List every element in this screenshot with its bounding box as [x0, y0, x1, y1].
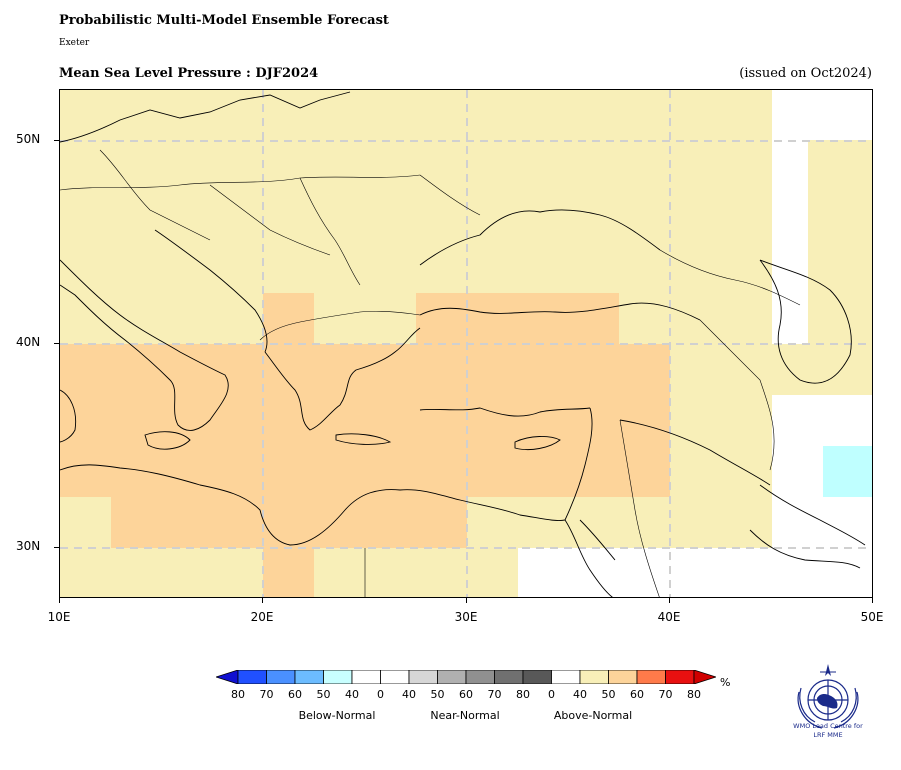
colorbar-tick-label: 60 [459, 688, 473, 701]
above-normal-cell-50 [111, 497, 467, 548]
above-normal-cell-40 [808, 140, 872, 394]
colorbar-segment [636, 670, 666, 684]
no-signal-cell [772, 90, 872, 140]
colorbar-tick-label: 50 [430, 688, 445, 701]
colorbar-right-arrow [693, 670, 716, 684]
forecast-map [59, 89, 873, 598]
no-signal-cell [518, 548, 772, 597]
issued-date: (issued on Oct2024) [739, 66, 872, 81]
x-tick-label: 40E [657, 610, 681, 624]
colorbar-segment [437, 670, 467, 684]
colorbar-segment [465, 670, 495, 684]
above-normal-cell-50 [263, 548, 314, 597]
colorbar-segment [408, 670, 438, 684]
colorbar-segment [608, 670, 638, 684]
x-tick-mark [466, 598, 467, 603]
colorbar-segment [522, 670, 552, 684]
colorbar-tick-label: 60 [288, 688, 302, 701]
wmo-logo-text: WMO Lead Centre for LRF MME [776, 722, 880, 740]
colorbar-unit: % [720, 676, 731, 689]
colorbar-tick-label: 80 [687, 688, 701, 701]
colorbar-group-near: Near-Normal [430, 709, 500, 722]
forecast-title: Probabilistic Multi-Model Ensemble Forec… [59, 13, 389, 28]
y-tick-label: 40N [16, 335, 41, 349]
above-normal-cell-50 [263, 293, 314, 344]
colorbar-segment [494, 670, 524, 684]
colorbar-segment [351, 670, 381, 684]
colorbar-tick-label: 60 [630, 688, 644, 701]
colorbar-tick-label: 0 [377, 688, 384, 701]
colorbar-segment [266, 670, 296, 684]
wmo-logo [797, 664, 859, 729]
wmo-logo-text-line2: LRF MME [813, 731, 843, 739]
x-tick-label: 10E [47, 610, 71, 624]
x-tick-label: 20E [250, 610, 274, 624]
wmo-logo-text-line1: WMO Lead Centre for [793, 722, 863, 730]
colorbar [216, 670, 716, 684]
map-canvas [60, 90, 872, 597]
colorbar-tick-label: 80 [516, 688, 530, 701]
colorbar-group-above: Above-Normal [553, 709, 633, 722]
x-tick-label: 50E [860, 610, 884, 624]
colorbar-tick-label: 50 [601, 688, 616, 701]
above-normal-cell-50 [416, 293, 619, 344]
colorbar-segment [237, 670, 267, 684]
x-tick-mark [59, 598, 60, 603]
forecast-center: Exeter [59, 38, 90, 48]
colorbar-tick-label: 0 [548, 688, 555, 701]
x-tick-mark [669, 598, 670, 603]
colorbar-segment [380, 670, 410, 684]
colorbar-tick-label: 70 [259, 688, 274, 701]
colorbar-tick-label: 70 [658, 688, 673, 701]
above-normal-cell-50 [60, 344, 670, 497]
colorbar-tick-label: 50 [316, 688, 331, 701]
y-tick-mark [54, 343, 59, 344]
y-tick-label: 30N [16, 539, 41, 553]
variable-title: Mean Sea Level Pressure : DJF2024 [59, 66, 319, 81]
colorbar-group-below: Below-Normal [298, 709, 376, 722]
colorbar-tick-label: 80 [231, 688, 245, 701]
colorbar-segment [323, 670, 353, 684]
colorbar-segment [665, 670, 695, 684]
colorbar-segment [551, 670, 581, 684]
below-normal-cell [823, 446, 872, 497]
colorbar-tick-label: 40 [345, 688, 359, 701]
grid-lines [60, 90, 872, 597]
x-tick-mark [872, 598, 873, 603]
colorbar-tick-label: 70 [487, 688, 502, 701]
colorbar-tick-label: 40 [573, 688, 587, 701]
y-tick-mark [54, 547, 59, 548]
colorbar-segment [579, 670, 609, 684]
colorbar-left-arrow [216, 670, 239, 684]
colorbar-tick-label: 40 [402, 688, 416, 701]
coastlines [60, 91, 866, 597]
x-tick-label: 30E [454, 610, 478, 624]
y-tick-label: 50N [16, 132, 41, 146]
y-tick-mark [54, 140, 59, 141]
country-borders [60, 149, 801, 597]
x-tick-mark [262, 598, 263, 603]
colorbar-segment [294, 670, 324, 684]
